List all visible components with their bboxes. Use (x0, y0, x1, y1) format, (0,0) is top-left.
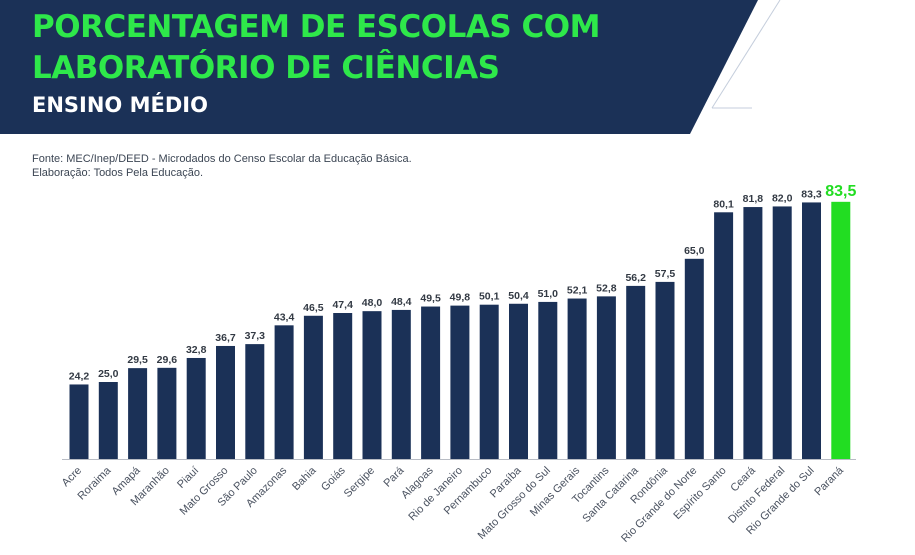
bar-alagoas (421, 306, 441, 459)
value-label-paraiba: 50,4 (508, 290, 529, 302)
source-note: Fonte: MEC/Inep/DEED - Microdados do Cen… (32, 152, 412, 180)
value-label-alagoas: 49,5 (420, 293, 441, 305)
bar-mato-grosso (216, 345, 235, 459)
value-label-mato-grosso: 36,7 (215, 332, 236, 344)
bar-para (391, 309, 411, 459)
value-label-rio-de-janeiro: 49,8 (450, 292, 471, 304)
header-banner: PORCENTAGEM DE ESCOLAS COM LABORATÓRIO D… (0, 0, 915, 135)
category-label-acre: Acre (60, 465, 84, 489)
value-label-piaui: 32,8 (186, 344, 207, 356)
category-label-roraima: Roraima (76, 464, 115, 503)
bar-ceara (743, 207, 763, 459)
value-label-amazonas: 43,4 (274, 311, 295, 323)
bar-amapa (128, 368, 148, 459)
credit-line: Elaboração: Todos Pela Educação. (32, 167, 204, 179)
value-label-sergipe: 48,0 (362, 297, 383, 309)
value-label-rondonia: 57,5 (655, 268, 676, 280)
bar-distrito-federal (772, 206, 792, 459)
value-label-amapa: 29,5 (127, 354, 148, 366)
value-label-mato-grosso-do-sul: 51,0 (538, 288, 559, 300)
value-label-rio-grande-do-sul: 83,3 (801, 188, 822, 200)
header-background (0, 0, 781, 134)
value-label-sao-paulo: 37,3 (245, 330, 266, 342)
header-panel (0, 0, 758, 134)
value-label-goias: 47,4 (332, 299, 353, 311)
category-label-espirito-santo: Espírito Santo (671, 465, 728, 522)
chart-subtitle: ENSINO MÉDIO (32, 93, 208, 117)
value-label-maranhao: 29,6 (157, 354, 178, 366)
title-line-2: LABORATÓRIO DE CIÊNCIAS (32, 50, 500, 86)
bar-rondonia (655, 281, 675, 459)
bar-roraima (98, 382, 118, 459)
bar-paraiba (509, 303, 528, 459)
value-label-roraima: 25,0 (98, 368, 119, 380)
value-label-parana: 83,5 (825, 183, 856, 200)
value-label-pernambuco: 50,1 (479, 291, 500, 303)
bar-rio-grande-do-norte (684, 258, 704, 459)
value-label-tocantins: 52,8 (596, 282, 617, 294)
bar-santa-catarina (626, 285, 646, 459)
category-label-para: Pará (381, 464, 407, 490)
bar-bahia (303, 315, 323, 459)
category-label-sergipe: Sergipe (342, 465, 377, 500)
value-label-bahia: 46,5 (303, 302, 324, 314)
bar-minas-gerais (567, 298, 587, 459)
value-label-minas-gerais: 52,1 (567, 285, 588, 297)
bar-tocantins (596, 296, 616, 459)
bar-espirito-santo (714, 212, 734, 459)
bar-acre (69, 384, 89, 459)
bar-piaui (186, 357, 206, 459)
bar-maranhao (157, 367, 177, 459)
value-label-santa-catarina: 56,2 (625, 272, 646, 284)
value-label-ceara: 81,8 (743, 193, 764, 205)
category-label-bahia: Bahia (290, 464, 319, 493)
bar-parana (831, 201, 851, 459)
header-accent-line (711, 0, 781, 109)
value-label-rio-grande-do-norte: 65,0 (684, 245, 705, 257)
category-label-parana: Paraná (812, 464, 846, 498)
bar-sergipe (362, 311, 382, 459)
bar-rio-grande-do-sul (802, 202, 821, 459)
value-label-distrito-federal: 82,0 (772, 192, 793, 204)
bar-mato-grosso-do-sul (538, 301, 558, 459)
bar-goias (333, 313, 353, 459)
bar-amazonas (274, 325, 294, 459)
bar-rio-de-janeiro (450, 305, 470, 459)
bar-pernambuco (479, 304, 499, 459)
value-label-para: 48,4 (391, 296, 412, 308)
title-line-1: PORCENTAGEM DE ESCOLAS COM (32, 9, 600, 45)
bar-sao-paulo (245, 344, 265, 459)
source-line: Fonte: MEC/Inep/DEED - Microdados do Cen… (32, 153, 412, 165)
category-label-piaui: Piauí (175, 465, 201, 491)
value-label-espirito-santo: 80,1 (713, 198, 734, 210)
value-label-acre: 24,2 (69, 370, 90, 382)
